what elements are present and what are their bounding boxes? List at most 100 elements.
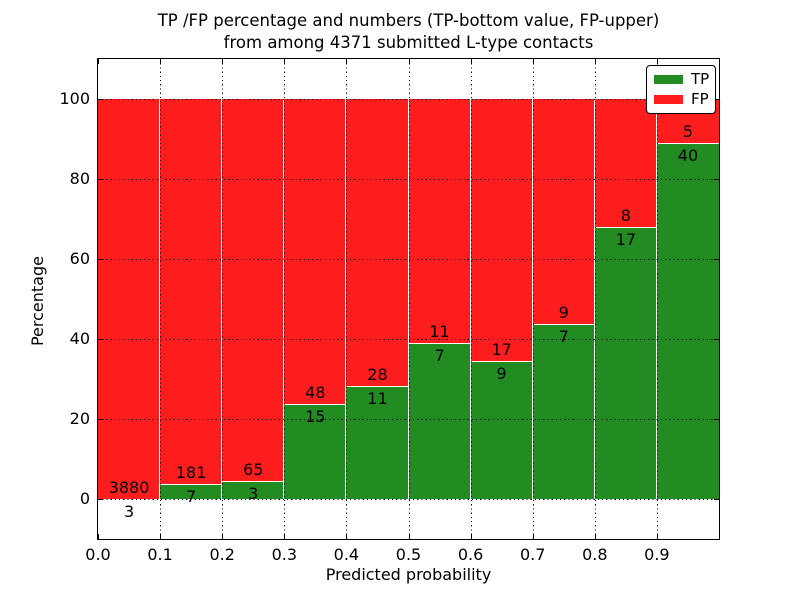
fp-count-label: 181 xyxy=(175,463,207,483)
legend-swatch-tp xyxy=(654,75,683,84)
horizontal-gridline xyxy=(98,339,719,340)
fp-count-label: 11 xyxy=(429,322,450,342)
y-tick-label: 40 xyxy=(69,329,90,348)
vertical-gridline xyxy=(533,59,534,539)
y-tickmark-right xyxy=(714,499,719,501)
x-tickmark-top xyxy=(222,59,224,64)
tp-count-label: 9 xyxy=(496,363,507,383)
x-tickmark xyxy=(533,534,535,539)
fp-count-label: 48 xyxy=(305,382,326,402)
vertical-gridline xyxy=(471,59,472,539)
legend: TP FP xyxy=(646,65,716,114)
y-tickmark-right xyxy=(714,179,719,181)
x-tick-label: 0.8 xyxy=(582,545,608,564)
tp-count-label: 15 xyxy=(305,406,326,426)
y-tick-label: 0 xyxy=(79,489,90,508)
y-tickmark-right xyxy=(714,339,719,341)
y-tickmark xyxy=(98,339,103,341)
bar-tp-segment xyxy=(531,323,596,500)
x-tick-label: 0.9 xyxy=(644,545,670,564)
y-tickmark xyxy=(98,259,103,261)
fp-count-label: 28 xyxy=(367,365,388,385)
tp-count-label: 3 xyxy=(123,501,135,521)
vertical-gridline xyxy=(346,59,347,539)
y-tickmark-right xyxy=(714,259,719,261)
y-tickmark-right xyxy=(714,419,719,421)
chart-title-line2: from among 4371 submitted L-type contact… xyxy=(223,33,594,52)
x-tick-label: 0.1 xyxy=(147,545,173,564)
bar-fp-segment xyxy=(98,98,162,500)
x-tickmark xyxy=(160,534,162,539)
bar-fp-segment xyxy=(531,98,596,325)
bar-fp-segment xyxy=(407,97,472,345)
y-tickmark xyxy=(98,499,103,501)
x-tick-label: 0.6 xyxy=(457,545,484,564)
x-tickmark-top xyxy=(409,59,411,64)
bar-fp-segment xyxy=(283,98,348,405)
y-axis-label: Percentage xyxy=(28,256,47,347)
legend-label: TP xyxy=(691,70,710,88)
y-tick-label: 100 xyxy=(59,89,90,108)
bar-fp-segment xyxy=(469,98,534,362)
tp-count-label: 7 xyxy=(558,327,569,346)
chart-title: TP /FP percentage and numbers (TP-bottom… xyxy=(98,10,719,54)
tp-count-label: 7 xyxy=(434,346,445,366)
x-tick-label: 0.4 xyxy=(333,545,360,564)
vertical-gridline xyxy=(160,59,161,539)
y-tick-label: 80 xyxy=(69,169,90,188)
y-tickmark xyxy=(98,179,103,181)
vertical-gridline xyxy=(595,59,596,539)
legend-item-fp: FP xyxy=(654,90,709,108)
fp-count-label: 9 xyxy=(558,303,569,322)
bar-tp-segment xyxy=(469,359,534,500)
bar-tp-segment xyxy=(655,142,719,500)
vertical-gridline xyxy=(222,59,223,539)
x-tickmark-top xyxy=(657,59,659,64)
bar-tp-segment xyxy=(159,483,224,500)
fp-count-label: 5 xyxy=(682,122,694,142)
horizontal-gridline xyxy=(98,259,719,260)
bar-tp-segment xyxy=(593,226,658,500)
tp-count-label: 40 xyxy=(677,146,699,166)
chart-title-line1: TP /FP percentage and numbers (TP-bottom… xyxy=(157,11,660,30)
x-tickmark-top xyxy=(284,59,286,64)
horizontal-gridline xyxy=(98,99,719,100)
x-tick-label: 0.3 xyxy=(271,545,298,564)
fp-count-label: 17 xyxy=(491,339,512,359)
x-tickmark-top xyxy=(160,59,162,64)
x-tickmark xyxy=(284,534,286,539)
x-tickmark xyxy=(657,534,659,539)
x-axis-label: Predicted probability xyxy=(325,565,492,584)
y-tick-label: 20 xyxy=(69,409,90,428)
x-tickmark-top xyxy=(533,59,535,64)
x-tickmark xyxy=(222,534,224,539)
x-tickmark-top xyxy=(595,59,597,64)
y-tickmark xyxy=(98,99,103,101)
bar-tp-segment xyxy=(345,385,410,500)
x-tickmark-top xyxy=(471,59,473,64)
bar-fp-segment xyxy=(159,97,224,486)
x-tick-label: 0.2 xyxy=(209,545,235,564)
vertical-gridline xyxy=(657,59,658,539)
x-tickmark xyxy=(595,534,597,539)
bar-tp-segment xyxy=(407,342,472,500)
x-tick-label: 0.0 xyxy=(85,545,111,564)
y-tick-label: 60 xyxy=(69,249,90,268)
horizontal-gridline xyxy=(98,499,719,500)
x-tickmark xyxy=(471,534,473,539)
x-tickmark-top xyxy=(346,59,348,64)
y-tickmark xyxy=(98,419,103,421)
bar-fp-segment xyxy=(345,97,410,388)
bar-fp-segment xyxy=(221,97,286,483)
fp-count-label: 3880 xyxy=(108,477,150,497)
bar-fp-segment xyxy=(593,98,658,228)
vertical-gridline xyxy=(409,59,410,539)
x-tickmark-top xyxy=(98,59,100,64)
x-tickmark xyxy=(409,534,411,539)
tp-count-label: 3 xyxy=(248,484,259,504)
x-tickmark xyxy=(346,534,348,539)
legend-label: FP xyxy=(691,90,709,108)
horizontal-gridline xyxy=(98,419,719,420)
tp-count-label: 11 xyxy=(367,389,388,409)
